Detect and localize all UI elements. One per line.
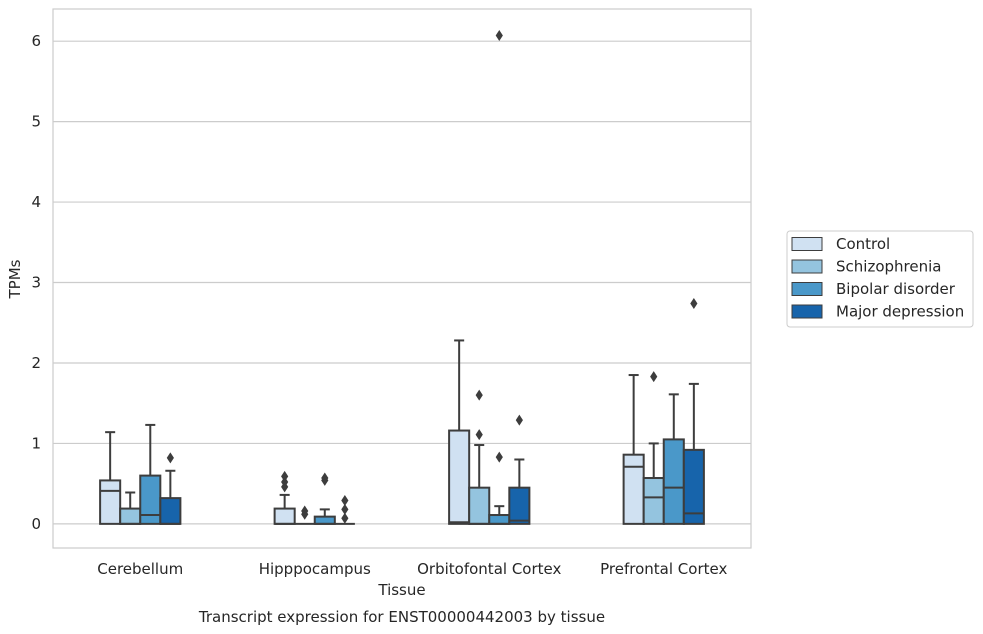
outlier-point bbox=[341, 512, 349, 524]
y-tick-label: 3 bbox=[31, 274, 41, 292]
x-tick-label: Cerebellum bbox=[97, 560, 183, 578]
outlier-point bbox=[341, 495, 349, 507]
legend-frame bbox=[786, 230, 974, 328]
box-0-2 bbox=[139, 423, 162, 525]
outlier-point bbox=[475, 389, 483, 401]
outlier-point bbox=[281, 476, 289, 488]
chart-caption: Transcript expression for ENST0000044200… bbox=[198, 608, 605, 626]
box-body bbox=[139, 474, 162, 525]
y-tick-label: 0 bbox=[31, 515, 41, 533]
box-1-3 bbox=[334, 495, 355, 525]
box-body bbox=[508, 486, 531, 525]
box-body bbox=[159, 497, 182, 525]
box-body bbox=[642, 477, 665, 525]
box-3-0 bbox=[622, 374, 645, 525]
y-tick-label: 2 bbox=[31, 354, 41, 372]
box-body bbox=[119, 507, 142, 525]
box-body bbox=[682, 448, 705, 525]
legend-swatch bbox=[791, 304, 823, 319]
x-tick-labels: Cerebellum Hipppocampus Orbitofontal Corte… bbox=[97, 560, 727, 578]
box-body bbox=[313, 515, 336, 525]
y-tick-label: 1 bbox=[31, 434, 41, 452]
legend-label: Schizophrenia bbox=[836, 258, 941, 276]
x-tick-label: Hipppocampus bbox=[259, 560, 371, 578]
legend: Control Schizophrenia Bipolar disorder Majo… bbox=[786, 230, 974, 328]
plot-frame bbox=[52, 8, 752, 549]
box-1-2 bbox=[313, 472, 336, 525]
outlier-point bbox=[650, 371, 658, 383]
box-body bbox=[622, 453, 645, 525]
box-body bbox=[488, 514, 511, 525]
outlier-point bbox=[321, 472, 329, 484]
box-1-0 bbox=[273, 470, 296, 525]
x-tick-label: Prefrontal Cortex bbox=[600, 560, 727, 578]
y-tick-label: 6 bbox=[31, 32, 41, 50]
box-body bbox=[273, 507, 296, 525]
box-body bbox=[468, 486, 491, 525]
legend-swatch bbox=[791, 259, 823, 274]
box-3-3 bbox=[682, 297, 705, 525]
legend-label: Control bbox=[836, 235, 890, 253]
outlier-point bbox=[495, 451, 503, 463]
box-0-0 bbox=[99, 431, 122, 525]
outlier-point bbox=[341, 503, 349, 515]
y-tick-label: 5 bbox=[31, 113, 41, 131]
boxes bbox=[99, 30, 705, 525]
y-tick-label: 4 bbox=[31, 193, 41, 211]
outlier-point bbox=[301, 505, 309, 517]
box-3-1 bbox=[642, 371, 665, 525]
outlier-point bbox=[690, 297, 698, 309]
outlier-point bbox=[495, 30, 503, 42]
box-0-3 bbox=[159, 452, 182, 525]
outlier-point bbox=[515, 414, 523, 426]
box-3-2 bbox=[662, 393, 685, 525]
y-tick-labels: 0 1 2 3 4 5 6 bbox=[31, 32, 41, 533]
box-2-2 bbox=[488, 30, 511, 525]
box-2-3 bbox=[508, 414, 531, 525]
legend-swatch bbox=[791, 282, 823, 296]
grid bbox=[53, 40, 751, 525]
box-body bbox=[99, 479, 122, 525]
legend-swatch bbox=[791, 237, 823, 251]
box-2-0 bbox=[448, 339, 471, 525]
box-body bbox=[448, 429, 471, 525]
x-tick-label: Orbitofontal Cortex bbox=[417, 560, 561, 578]
box-0-1 bbox=[119, 491, 142, 525]
legend-label: Bipolar disorder bbox=[836, 280, 956, 298]
legend-label: Major depression bbox=[836, 303, 964, 321]
box-1-1 bbox=[294, 505, 315, 525]
outlier-point bbox=[281, 470, 289, 482]
box-2-1 bbox=[468, 389, 491, 525]
box-body bbox=[662, 438, 685, 525]
outlier-point bbox=[475, 429, 483, 441]
y-axis-label: TPMs bbox=[6, 259, 24, 299]
x-axis-label: Tissue bbox=[377, 581, 425, 599]
outlier-point bbox=[166, 452, 174, 464]
